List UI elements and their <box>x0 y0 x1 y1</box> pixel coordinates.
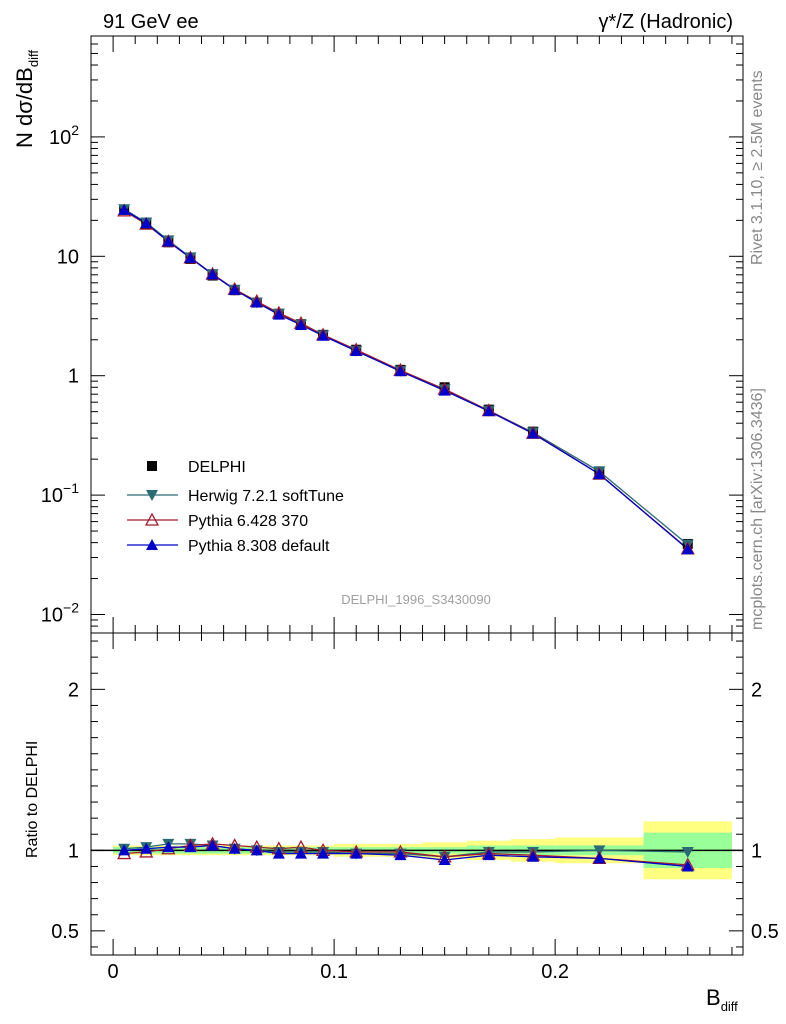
legend-marker-pythia6 <box>144 512 160 526</box>
ratio-y-tick-label: 0.5 <box>51 921 79 943</box>
ratio-point-pythia8 <box>350 847 363 859</box>
main-y-tick-label: 10−1 <box>41 480 79 507</box>
main-point-pythia8 <box>118 203 131 215</box>
ratio-plot-frame <box>90 632 744 956</box>
tick-exponent: −1 <box>63 480 79 496</box>
main-point-pythia8 <box>206 268 219 280</box>
ratio-point-pythia8 <box>140 842 153 854</box>
side-text-rivet: Rivet 3.1.10, ≥ 2.5M events <box>749 70 766 265</box>
main-y-axis-label-sub: diff <box>26 50 41 67</box>
tick-exponent: −2 <box>63 600 79 616</box>
main-point-pythia8 <box>527 427 540 439</box>
legend-label-data: DELPHI <box>188 459 246 476</box>
main-point-pythia8 <box>250 296 263 308</box>
main-point-pythia8 <box>317 329 330 341</box>
side-text-mcplots: mcplots.cern.ch [arXiv:1306.3436] <box>749 388 766 630</box>
ratio-point-pythia8 <box>272 847 285 859</box>
ratio-point-pythia8 <box>681 860 694 872</box>
main-y-tick-label: 102 <box>49 122 79 149</box>
series-markers <box>117 203 695 872</box>
main-point-pythia8 <box>593 468 606 480</box>
legend-label-pythia8: Pythia 8.308 default <box>188 538 330 555</box>
ratio-point-pythia8 <box>317 847 330 859</box>
legend-marker-data <box>147 461 157 471</box>
legend-marker-herwig <box>146 490 158 501</box>
main-point-pythia8 <box>681 543 694 555</box>
main-point-pythia8 <box>162 235 175 247</box>
ratio-point-pythia8 <box>206 839 219 851</box>
tick-base: 10 <box>41 605 63 627</box>
main-point-pythia8 <box>228 283 241 295</box>
main-point-pythia8 <box>294 318 307 330</box>
ratio-point-pythia8 <box>162 841 175 853</box>
tick-base: 10 <box>49 127 71 149</box>
legend-label-pythia6: Pythia 6.428 370 <box>188 513 308 530</box>
main-y-tick-label: 10 <box>57 246 79 268</box>
x-tick-label: 0.2 <box>541 961 569 983</box>
main-y-tick-label: 10−2 <box>41 600 79 627</box>
ratio-point-pythia8 <box>118 844 131 856</box>
ratio-y-tick-label: 1 <box>68 840 79 862</box>
ratio-y-tick-label: 2 <box>68 679 79 701</box>
ratio-point-pythia8 <box>394 849 407 861</box>
legend-label-herwig: Herwig 7.2.1 softTune <box>188 488 344 505</box>
ratio-y-tick-label-right: 2 <box>751 679 762 701</box>
ratio-y-tick-label-right: 1 <box>751 840 762 862</box>
ratio-point-pythia8 <box>482 849 495 861</box>
main-point-pythia8 <box>272 308 285 320</box>
main-point-pythia8 <box>350 345 363 357</box>
main-point-pythia8 <box>184 251 197 263</box>
main-y-axis-label-text: N dσ/dB <box>12 67 37 148</box>
ratio-point-herwig <box>681 846 694 858</box>
ratio-y-tick-label-right: 0.5 <box>751 921 779 943</box>
ratio-point-pythia8 <box>438 854 451 866</box>
main-point-pythia8 <box>438 384 451 396</box>
ratio-y-axis-label: Ratio to DELPHI <box>24 741 41 858</box>
ratio-point-pythia8 <box>250 844 263 856</box>
x-axis-label: Bdiff <box>706 985 738 1014</box>
header-left: 91 GeV ee <box>103 11 199 33</box>
main-y-axis-label: N dσ/dBdiff <box>12 50 41 148</box>
x-tick-label: 0 <box>108 961 119 983</box>
main-point-pythia8 <box>140 217 153 229</box>
tick-exponent: 2 <box>71 122 79 138</box>
ratio-point-pythia8 <box>294 847 307 859</box>
x-axis-label-sub: diff <box>721 999 738 1014</box>
plot-frames <box>90 35 744 956</box>
main-point-pythia8 <box>482 405 495 417</box>
legend-marker-pythia8 <box>146 539 158 550</box>
ratio-point-pythia8 <box>593 852 606 864</box>
tick-base: 10 <box>41 485 63 507</box>
ratio-point-pythia8 <box>228 842 241 854</box>
header-right: γ*/Z (Hadronic) <box>599 11 733 33</box>
ratio-point-pythia8 <box>527 850 540 862</box>
x-tick-label: 0.1 <box>320 961 348 983</box>
axis-ticks <box>91 35 743 955</box>
main-point-pythia8 <box>394 365 407 377</box>
legend: DELPHI Herwig 7.2.1 softTune Pythia 6.428 … <box>127 459 344 555</box>
ratio-point-pythia8 <box>184 841 197 853</box>
ratio-point-herwig <box>593 845 606 857</box>
watermark: DELPHI_1996_S3430090 <box>341 592 491 607</box>
main-y-tick-label: 1 <box>68 366 79 388</box>
x-axis-label-text: B <box>706 985 721 1010</box>
